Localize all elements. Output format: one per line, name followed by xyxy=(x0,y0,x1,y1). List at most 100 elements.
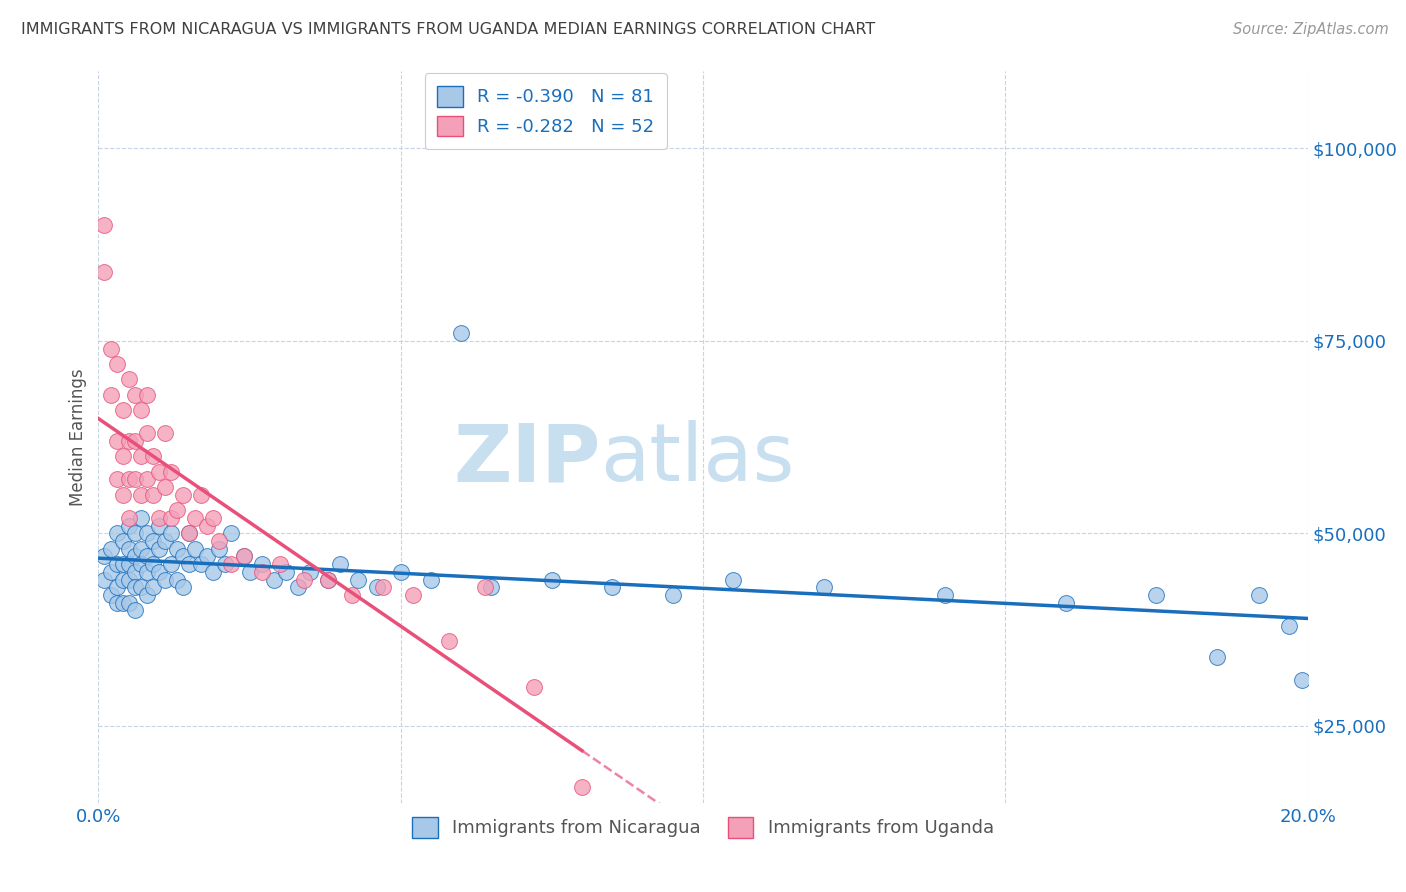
Point xyxy=(118,596,141,610)
Point xyxy=(1249,588,1271,602)
Point xyxy=(142,580,165,594)
Point xyxy=(190,557,212,571)
Point xyxy=(195,549,218,564)
Point xyxy=(93,573,115,587)
Point xyxy=(540,573,562,587)
Point xyxy=(347,573,370,587)
Legend: Immigrants from Nicaragua, Immigrants from Uganda: Immigrants from Nicaragua, Immigrants fr… xyxy=(405,810,1001,845)
Point xyxy=(172,580,194,594)
Point xyxy=(135,549,157,564)
Point xyxy=(481,580,503,594)
Point xyxy=(523,681,546,695)
Point xyxy=(93,549,115,564)
Text: atlas: atlas xyxy=(600,420,794,498)
Point xyxy=(342,588,364,602)
Point xyxy=(221,557,243,571)
Point xyxy=(316,573,339,587)
Point xyxy=(190,488,212,502)
Point xyxy=(93,264,115,278)
Point xyxy=(148,465,170,479)
Point xyxy=(124,580,146,594)
Point xyxy=(105,526,128,541)
Point xyxy=(184,511,207,525)
Point xyxy=(129,557,152,571)
Y-axis label: Median Earnings: Median Earnings xyxy=(69,368,87,506)
Point xyxy=(111,573,134,587)
Point xyxy=(153,573,176,587)
Point xyxy=(160,526,183,541)
Point xyxy=(1144,588,1167,602)
Point xyxy=(263,573,285,587)
Point xyxy=(250,565,273,579)
Point xyxy=(129,488,152,502)
Point xyxy=(166,503,188,517)
Point xyxy=(389,565,412,579)
Point xyxy=(118,372,141,386)
Point xyxy=(179,526,201,541)
Point xyxy=(111,488,134,502)
Point xyxy=(402,588,425,602)
Point xyxy=(813,580,835,594)
Point xyxy=(602,580,624,594)
Point xyxy=(124,434,146,448)
Point xyxy=(129,403,152,417)
Point xyxy=(232,549,254,564)
Point xyxy=(129,580,152,594)
Point xyxy=(142,450,165,464)
Point xyxy=(118,511,141,525)
Point xyxy=(124,565,146,579)
Point xyxy=(100,565,122,579)
Point xyxy=(723,573,745,587)
Point xyxy=(160,511,183,525)
Point xyxy=(292,573,315,587)
Point xyxy=(142,557,165,571)
Text: ZIP: ZIP xyxy=(453,420,600,498)
Point xyxy=(166,541,188,556)
Point xyxy=(208,534,231,549)
Point xyxy=(124,549,146,564)
Point xyxy=(100,342,122,356)
Point xyxy=(105,557,128,571)
Text: IMMIGRANTS FROM NICARAGUA VS IMMIGRANTS FROM UGANDA MEDIAN EARNINGS CORRELATION : IMMIGRANTS FROM NICARAGUA VS IMMIGRANTS … xyxy=(21,22,876,37)
Point xyxy=(1054,596,1077,610)
Point xyxy=(135,388,157,402)
Point xyxy=(371,580,394,594)
Point xyxy=(100,541,122,556)
Point xyxy=(287,580,309,594)
Point xyxy=(420,573,443,587)
Point xyxy=(148,565,170,579)
Point xyxy=(118,434,141,448)
Point xyxy=(111,534,134,549)
Point xyxy=(153,426,176,441)
Point xyxy=(129,450,152,464)
Point xyxy=(232,549,254,564)
Point xyxy=(111,403,134,417)
Point xyxy=(1206,649,1229,664)
Point xyxy=(124,472,146,486)
Point xyxy=(129,511,152,525)
Point xyxy=(250,557,273,571)
Point xyxy=(129,541,152,556)
Point xyxy=(142,534,165,549)
Point xyxy=(118,573,141,587)
Point xyxy=(93,219,115,233)
Point xyxy=(135,526,157,541)
Point xyxy=(450,326,472,340)
Point xyxy=(160,465,183,479)
Point xyxy=(124,603,146,617)
Point xyxy=(153,480,176,494)
Point xyxy=(118,518,141,533)
Point xyxy=(124,526,146,541)
Point xyxy=(166,573,188,587)
Point xyxy=(124,388,146,402)
Point xyxy=(105,596,128,610)
Point xyxy=(179,557,201,571)
Point xyxy=(142,488,165,502)
Point xyxy=(474,580,496,594)
Point xyxy=(172,488,194,502)
Point xyxy=(366,580,388,594)
Point xyxy=(437,634,460,648)
Point xyxy=(111,557,134,571)
Point xyxy=(135,426,157,441)
Point xyxy=(105,357,128,371)
